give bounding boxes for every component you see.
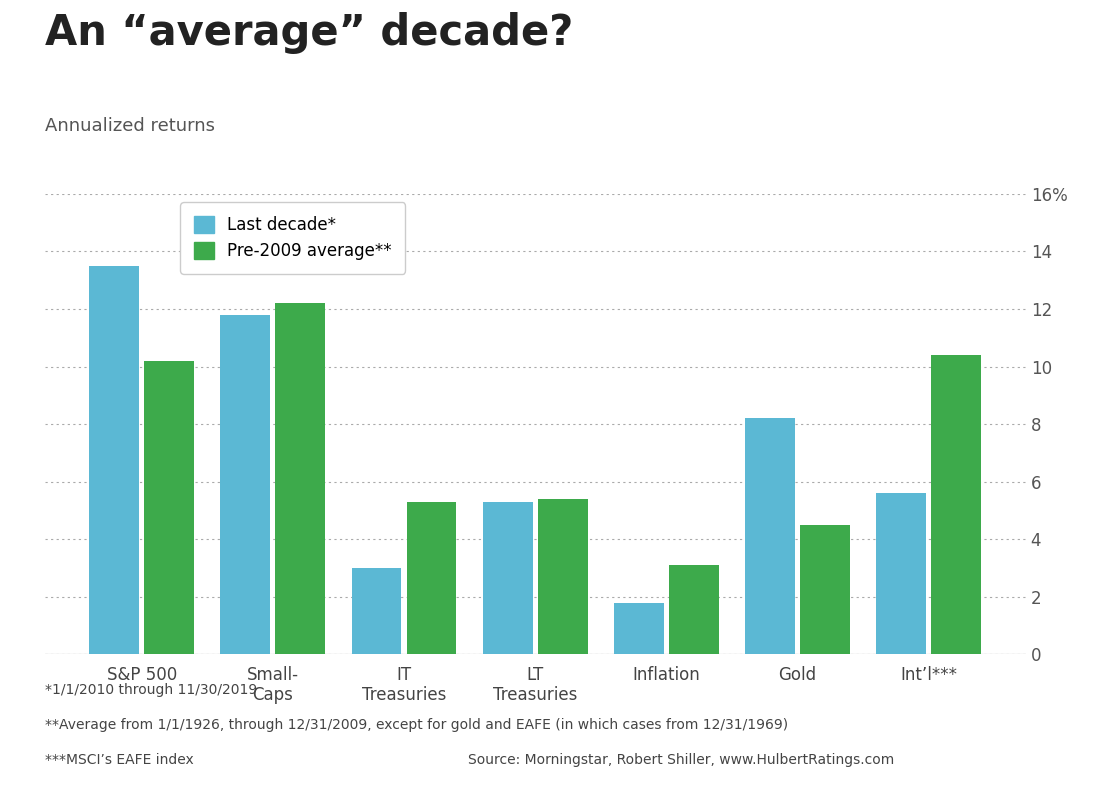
Bar [89,266,139,654]
Bar [351,568,401,654]
Legend: Last decade*, Pre-2009 average**: Last decade*, Pre-2009 average** [181,202,405,274]
Bar [931,356,981,654]
Bar [745,419,795,654]
Bar [537,499,588,654]
Text: Annualized returns: Annualized returns [45,117,214,135]
Text: *1/1/2010 through 11/30/2019: *1/1/2010 through 11/30/2019 [45,683,256,696]
Bar [483,502,533,654]
Text: ***MSCI’s EAFE index: ***MSCI’s EAFE index [45,753,193,767]
Bar [669,566,719,654]
Text: An “average” decade?: An “average” decade? [45,12,573,54]
Bar [801,525,850,654]
Text: Source: Morningstar, Robert Shiller, www.HulbertRatings.com: Source: Morningstar, Robert Shiller, www… [468,753,894,767]
Bar [221,315,270,654]
Bar [876,493,927,654]
Bar [407,502,456,654]
Bar [275,303,326,654]
Bar [614,603,663,654]
Text: **Average from 1/1/1926, through 12/31/2009, except for gold and EAFE (in which : **Average from 1/1/1926, through 12/31/2… [45,718,787,731]
Bar [144,361,194,654]
